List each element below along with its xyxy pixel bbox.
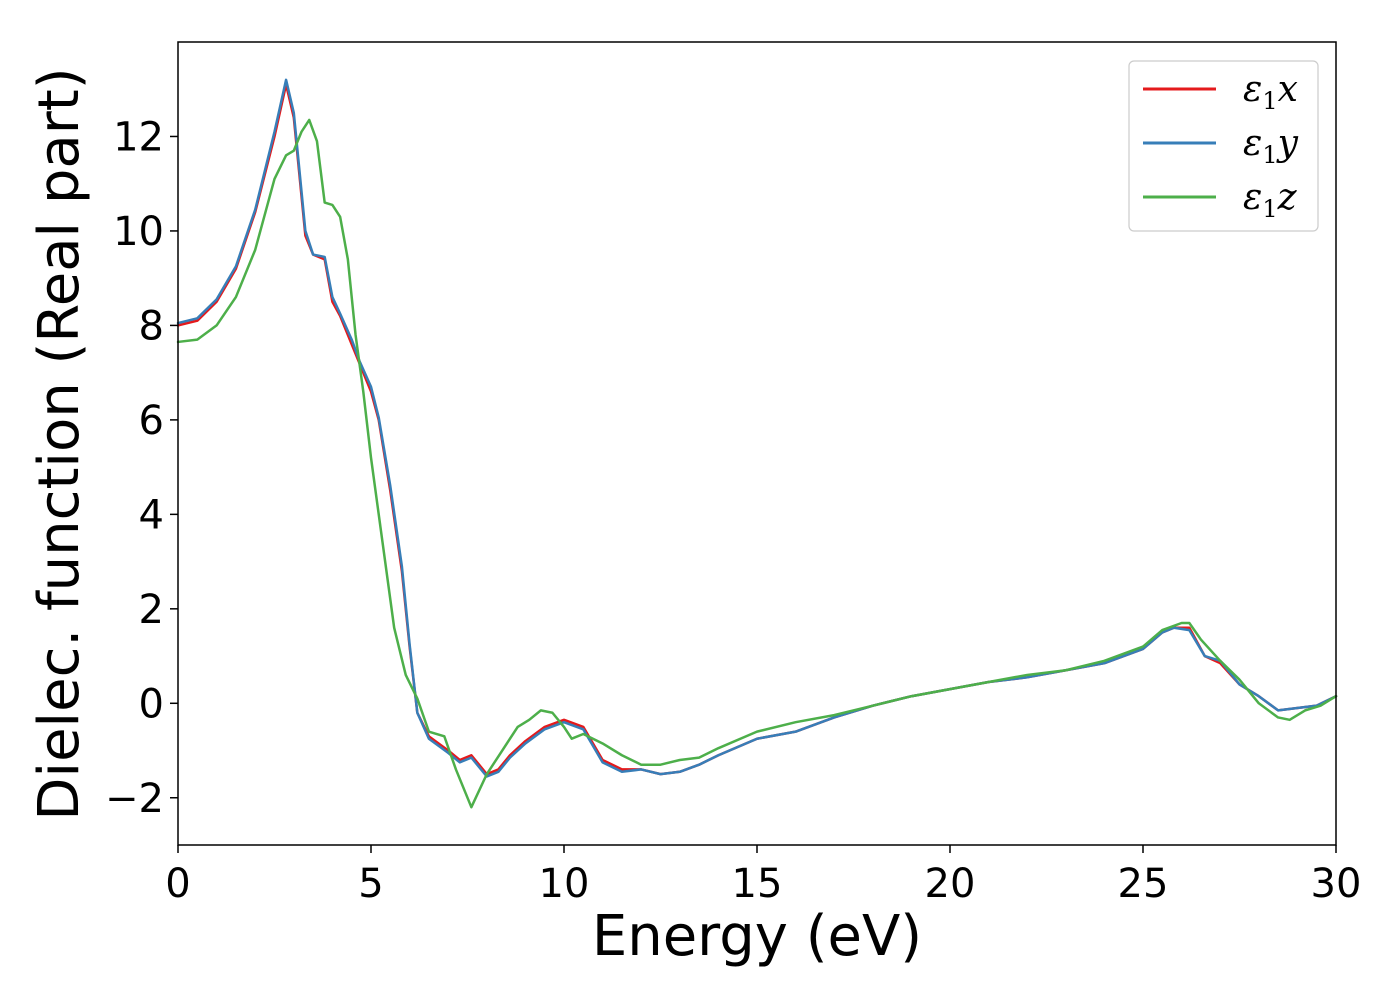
legend-label-y: ε1y [1243,123,1299,169]
y-tick-label: 0 [139,681,164,727]
series-line-z [176,118,1338,809]
x-tick-label: 20 [925,861,976,907]
y-tick-label: 2 [139,587,164,633]
x-tick-label: 0 [165,861,190,907]
y-tick-label: 6 [139,398,164,444]
y-tick-label: 8 [139,303,164,349]
x-tick-label: 5 [358,861,383,907]
legend-label-x: ε1x [1243,69,1298,115]
series-line-y [176,78,1338,778]
y-tick-label: 4 [139,492,164,538]
y-axis-ticks: −2 0 2 4 6 8 10 12 [105,114,178,822]
y-axis-title: Dielec. function (Real part) [27,67,92,820]
y-tick-label: 12 [113,114,164,160]
x-tick-label: 15 [732,861,783,907]
legend: ε1x ε1y ε1z [1128,60,1319,232]
series-layer [176,78,1338,809]
y-tick-label: 10 [113,209,164,255]
x-axis-title: Energy (eV) [592,904,922,969]
x-tick-label: 30 [1311,861,1362,907]
x-axis-ticks: 0 5 10 15 20 25 30 [165,845,1361,907]
legend-box [1128,60,1319,232]
x-tick-label: 25 [1118,861,1169,907]
y-tick-label: −2 [105,776,164,822]
x-tick-label: 10 [539,861,590,907]
legend-label-z: ε1z [1243,177,1298,223]
